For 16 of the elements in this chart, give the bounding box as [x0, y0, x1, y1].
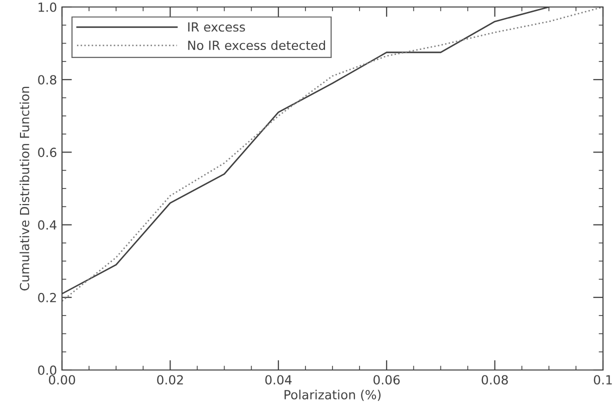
- x-tick-label: 0.04: [265, 375, 292, 385]
- y-tick-label: 0.6: [38, 148, 56, 158]
- y-tick-label: 0.2: [38, 292, 56, 302]
- x-tick-label: 0.00: [48, 375, 76, 385]
- y-tick-label: 0.8: [38, 75, 56, 85]
- legend-label: IR excess: [188, 22, 245, 32]
- x-tick-label: 0.06: [374, 375, 400, 385]
- x-tick-label: 0.08: [482, 375, 508, 385]
- y-axis-title: Cumulative Distribution Function: [20, 86, 30, 290]
- x-tick-label: 0.1: [594, 375, 612, 385]
- x-tick-label: 0.02: [157, 375, 183, 385]
- x-axis-title: Polarization (%): [284, 390, 381, 401]
- text: No IR excess detected: [188, 40, 326, 50]
- y-tick-label: 0.4: [38, 220, 56, 230]
- y-tick-label: 0.0: [38, 365, 56, 375]
- y-tick-label: 1.0: [38, 2, 56, 12]
